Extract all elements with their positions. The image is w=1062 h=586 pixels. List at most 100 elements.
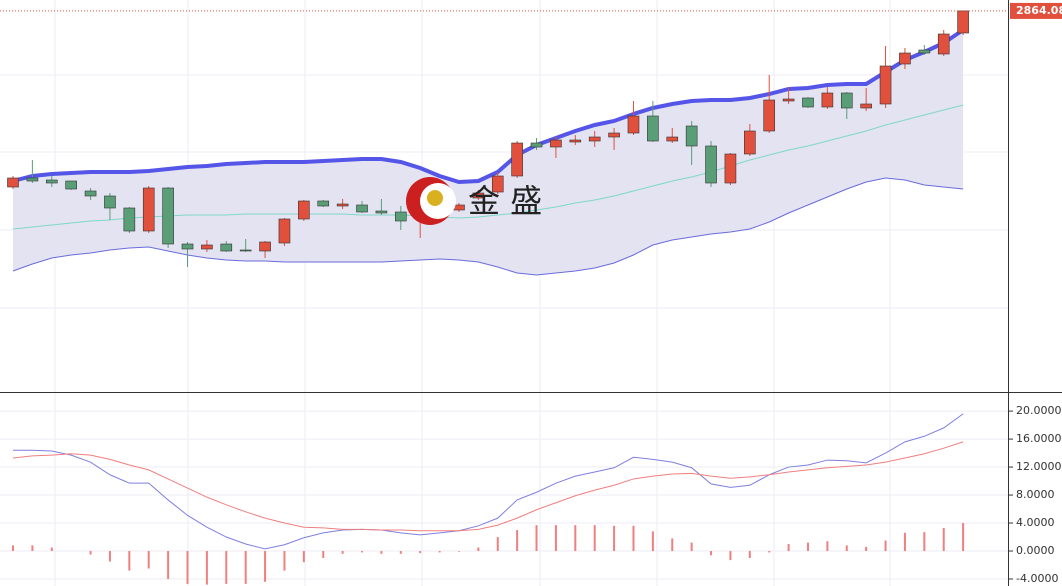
histogram-bar (108, 551, 111, 562)
candle-body (705, 145, 717, 184)
candle-body (763, 99, 776, 132)
histogram-bar (768, 551, 771, 553)
histogram-bar (787, 544, 790, 552)
candle-body (491, 175, 504, 193)
candle-body (608, 132, 620, 138)
candle-body (744, 130, 756, 155)
watermark: 金 盛 (468, 182, 542, 220)
candle-body (278, 218, 291, 244)
candle-body (666, 136, 679, 142)
histogram-bar (167, 551, 170, 580)
logo (406, 177, 456, 225)
candle-body (588, 136, 601, 142)
candle-body (860, 103, 872, 109)
histogram-bar (729, 551, 732, 561)
band-line (12, 28, 965, 185)
histogram-bar (50, 547, 53, 552)
histogram-bar (361, 551, 364, 553)
candle-body (356, 204, 368, 213)
candle-body (104, 195, 116, 209)
macd-panel: 20.0000 16.0000 12.0000 8.0000 4.0000 0.0000 -… (0, 404, 1062, 585)
candle-body (899, 52, 911, 65)
candle-body (375, 210, 388, 214)
histogram-bar (865, 546, 868, 552)
histogram-bar (302, 551, 305, 563)
candle-body (336, 203, 349, 207)
histogram-bar (244, 551, 247, 584)
candle-body (220, 243, 233, 252)
candle-body (802, 97, 814, 108)
candle-body (530, 142, 543, 148)
histogram-bar (884, 540, 887, 552)
histogram-bar (942, 527, 945, 552)
band-line (12, 177, 964, 276)
histogram-bar (341, 551, 344, 554)
candle-body (724, 153, 737, 184)
histogram-bar (477, 547, 480, 552)
last-price-label: 2864.08 (1016, 4, 1062, 17)
candle-body (201, 244, 213, 250)
histogram-bar (283, 551, 286, 571)
candle-body (142, 187, 155, 232)
histogram-bar (710, 551, 713, 556)
histogram-bar (806, 542, 809, 552)
candle-body (84, 190, 97, 197)
histogram-bar (923, 532, 926, 552)
histogram-bar (225, 551, 228, 584)
candle-body (821, 92, 834, 108)
y-tick-label: 16.0000 (1016, 432, 1062, 445)
histogram-bar (264, 551, 267, 582)
candle-body (26, 177, 39, 182)
histogram-bar (399, 551, 402, 554)
candle-body (647, 115, 659, 142)
y-tick-label: 8.0000 (1016, 488, 1055, 501)
histogram-bar (12, 545, 14, 552)
histogram-bar (89, 551, 92, 555)
histogram-bar (419, 551, 422, 554)
candle-body (7, 177, 19, 188)
candle-body (472, 192, 485, 199)
histogram-bar (322, 551, 325, 559)
candle-body (162, 187, 174, 245)
candle-body (918, 49, 931, 54)
last-price-box (1010, 2, 1062, 19)
candle-body (394, 211, 407, 222)
macd-line (13, 413, 964, 550)
histogram-bar (845, 545, 848, 552)
histogram-bar (632, 525, 635, 552)
histogram-bar (748, 551, 751, 559)
candle-body (317, 200, 330, 207)
histogram-bar (962, 523, 965, 552)
histogram-bar (438, 551, 441, 553)
candle-body (298, 200, 310, 220)
histogram-bar (593, 525, 596, 552)
histogram-bar (128, 551, 131, 571)
price-panel: 2864.08 (0, 2, 1062, 276)
histogram-bar (826, 541, 829, 552)
candle-body (550, 139, 562, 148)
histogram-bar (574, 525, 577, 552)
logo-dot (427, 190, 443, 206)
y-tick-label: 20.0000 (1016, 404, 1062, 417)
candle-body (239, 249, 252, 252)
histogram-bar (671, 538, 674, 552)
histogram-bar (205, 551, 208, 585)
candle-body (957, 10, 969, 34)
histogram-bar (380, 551, 383, 554)
y-tick-label: 4.0000 (1016, 516, 1055, 529)
histogram-bar (535, 525, 538, 552)
candle-body (840, 92, 853, 109)
y-tick-label: -4.0000 (1016, 572, 1058, 585)
candle-body (627, 115, 640, 134)
candle-body (879, 65, 892, 105)
histogram-bar (31, 545, 34, 552)
candle-body (123, 207, 136, 232)
candle-body (259, 241, 271, 252)
histogram-bar (554, 525, 557, 552)
histogram-bar (690, 542, 693, 552)
histogram-bar (613, 525, 616, 552)
candle-body (569, 139, 582, 143)
candle-body (511, 142, 523, 177)
y-tick-label: 0.0000 (1016, 544, 1055, 557)
